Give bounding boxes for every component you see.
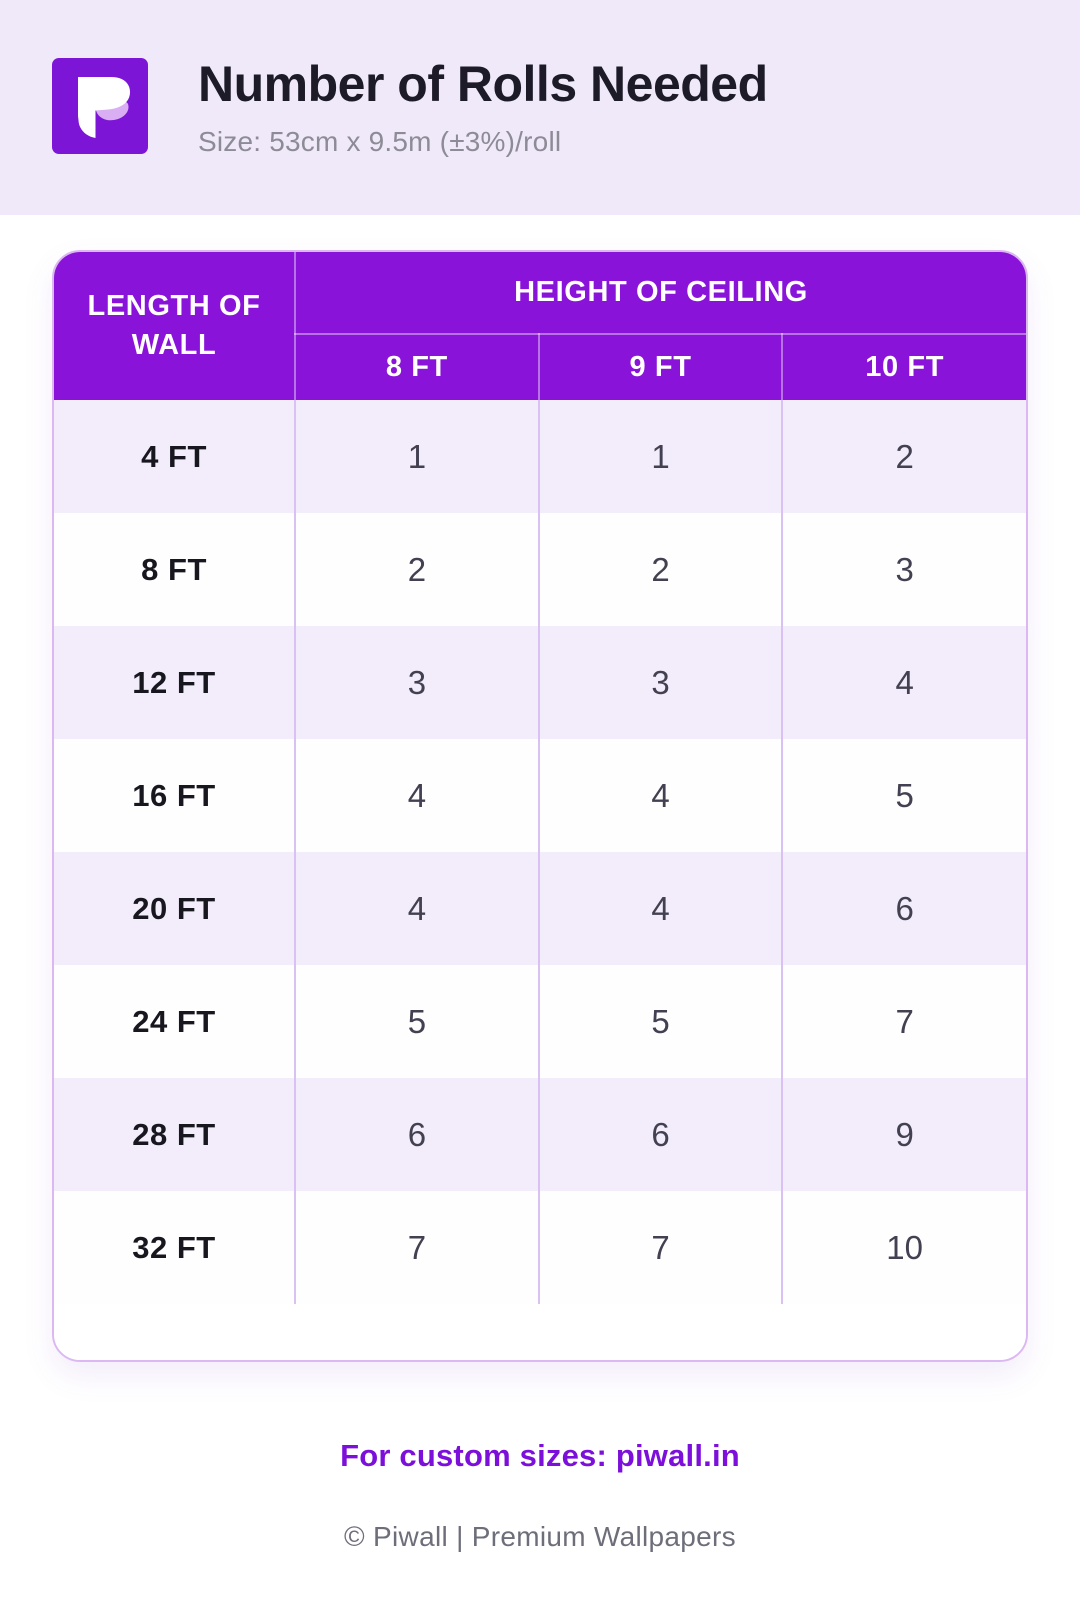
copyright-text: © Piwall | Premium Wallpapers [344, 1521, 736, 1552]
roll-count-cell: 7 [294, 1191, 539, 1304]
card-bottom-padding [54, 1304, 1026, 1360]
row-label: 8 FT [141, 551, 207, 587]
roll-count-cell: 2 [294, 513, 539, 626]
page-subtitle: Size: 53cm x 9.5m (±3%)/roll [198, 126, 562, 157]
page-title: Number of Rolls Needed [198, 56, 768, 112]
row-label: 32 FT [132, 1229, 216, 1265]
roll-count-cell: 3 [781, 513, 1026, 626]
header-length-of-wall: LENGTH OF WALL [54, 252, 296, 400]
roll-count-cell: 7 [781, 965, 1026, 1078]
table-header: LENGTH OF WALL HEIGHT OF CEILING 8 FT 9 … [54, 252, 1026, 400]
header-col-10ft: 10 FT [781, 334, 1026, 400]
roll-count-cell: 2 [537, 513, 783, 626]
roll-count-cell: 1 [537, 400, 783, 513]
roll-count-cell: 6 [537, 1078, 783, 1191]
roll-count-cell: 10 [781, 1191, 1026, 1304]
roll-count-cell: 3 [294, 626, 539, 739]
row-label: 20 FT [132, 890, 216, 926]
rolls-table: LENGTH OF WALL HEIGHT OF CEILING 8 FT 9 … [54, 252, 1026, 1304]
roll-count-cell: 7 [537, 1191, 783, 1304]
row-label: 28 FT [132, 1116, 216, 1152]
header-col-8ft: 8 FT [294, 334, 539, 400]
rolls-table-card: LENGTH OF WALL HEIGHT OF CEILING 8 FT 9 … [52, 250, 1028, 1362]
piwall-logo-icon [52, 58, 148, 154]
roll-count-cell: 1 [294, 400, 539, 513]
roll-count-cell: 4 [781, 626, 1026, 739]
roll-count-cell: 3 [537, 626, 783, 739]
header: Number of Rolls Needed Size: 53cm x 9.5m… [0, 0, 1080, 215]
main-content: LENGTH OF WALL HEIGHT OF CEILING 8 FT 9 … [0, 250, 1080, 1553]
roll-count-cell: 5 [537, 965, 783, 1078]
header-sub-row: 8 FT 9 FT 10 FT [54, 334, 1026, 400]
roll-count-cell: 4 [294, 739, 539, 852]
header-height-of-ceiling: HEIGHT OF CEILING [294, 252, 1026, 335]
roll-count-cell: 9 [781, 1078, 1026, 1191]
roll-count-cell: 4 [294, 852, 539, 965]
header-length-of-wall-label: LENGTH OF WALL [87, 289, 261, 361]
roll-count-cell: 2 [781, 400, 1026, 513]
row-label: 24 FT [132, 1003, 216, 1039]
title-block: Number of Rolls Needed Size: 53cm x 9.5m… [198, 58, 768, 158]
roll-count-cell: 4 [537, 852, 783, 965]
header-group-row: LENGTH OF WALL HEIGHT OF CEILING [54, 252, 1026, 400]
header-col-9ft: 9 FT [537, 334, 783, 400]
roll-count-cell: 5 [294, 965, 539, 1078]
row-label: 4 FT [141, 438, 207, 474]
roll-count-cell: 5 [781, 739, 1026, 852]
row-label: 16 FT [132, 777, 216, 813]
row-label: 12 FT [132, 664, 216, 700]
roll-count-cell: 6 [781, 852, 1026, 965]
roll-count-cell: 6 [294, 1078, 539, 1191]
table-row: 32 FT 7 7 10 [54, 1191, 1026, 1304]
roll-count-cell: 4 [537, 739, 783, 852]
custom-sizes-link[interactable]: For custom sizes: piwall.in [340, 1438, 740, 1473]
